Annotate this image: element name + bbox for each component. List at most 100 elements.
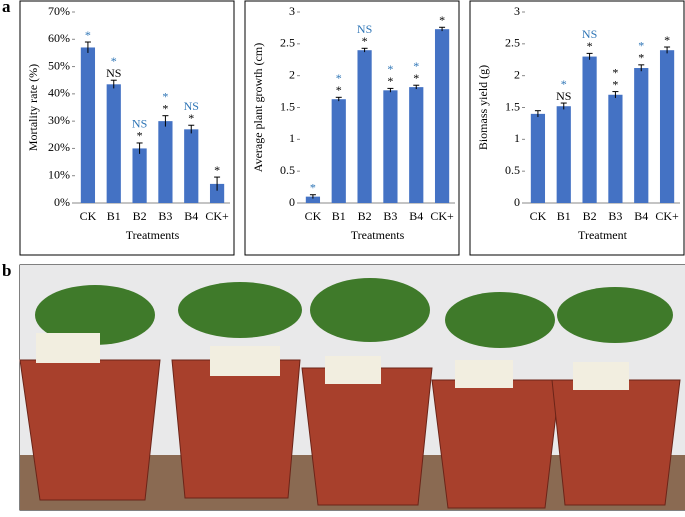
bar	[80, 47, 96, 203]
bar	[634, 68, 649, 203]
y-tick-label: 60%	[48, 31, 70, 45]
y-tick-label: 0	[514, 195, 520, 209]
significance-label: *	[413, 59, 419, 73]
significance-label: NS	[582, 27, 597, 41]
bar	[659, 50, 675, 204]
bar	[184, 129, 199, 203]
significance-label: *	[561, 77, 567, 91]
panel-label: a	[2, 0, 11, 16]
x-tick-label: CK	[305, 209, 322, 223]
significance-label: *	[387, 74, 393, 88]
panel-frame	[469, 0, 685, 256]
y-tick-label: 2	[289, 67, 295, 81]
significance-label: *	[310, 180, 316, 194]
significance-label: *	[137, 129, 143, 143]
y-tick-label: 0%	[54, 195, 70, 209]
bar	[434, 29, 450, 203]
x-tick-label: B2	[583, 209, 597, 223]
x-tick-label: B1	[332, 209, 346, 223]
significance-label: *	[638, 51, 644, 65]
x-tick-label: B4	[634, 209, 648, 223]
significance-label: NS	[357, 22, 372, 36]
x-tick-label: CK	[530, 209, 547, 223]
y-tick-label: 3	[289, 4, 295, 18]
y-axis-label: Biomass yield (g)	[476, 65, 490, 150]
bar	[357, 50, 372, 204]
significance-label: *	[638, 39, 644, 53]
significance-label: *	[162, 89, 168, 103]
y-tick-label: 30%	[48, 113, 70, 127]
y-tick-label: 0.5	[505, 163, 520, 177]
significance-label: *	[214, 163, 220, 177]
x-axis-label: Treatments	[351, 228, 405, 242]
bar	[530, 113, 546, 203]
significance-label: *	[111, 54, 117, 68]
bar	[331, 99, 346, 203]
plants	[35, 278, 673, 348]
significance-label: *	[162, 101, 168, 115]
y-tick-label: 1	[289, 131, 295, 145]
significance-label: *	[362, 34, 368, 48]
x-tick-label: CK	[80, 209, 97, 223]
significance-label: NS	[106, 66, 121, 80]
y-tick-label: 2.5	[280, 36, 295, 50]
y-tick-label: 3	[514, 4, 520, 18]
significance-label: *	[336, 83, 342, 97]
x-axis-label: Treatments	[126, 228, 180, 242]
bar	[409, 87, 424, 203]
panel-label: b	[2, 261, 11, 280]
significance-label: *	[336, 71, 342, 85]
x-axis-label: Treatment	[578, 228, 628, 242]
y-tick-label: 10%	[48, 167, 70, 181]
y-tick-label: 1	[514, 131, 520, 145]
x-tick-label: B2	[133, 209, 147, 223]
significance-label: *	[612, 65, 618, 79]
significance-label: *	[612, 77, 618, 91]
bar	[305, 196, 321, 203]
bar	[582, 56, 597, 203]
x-tick-label: B1	[107, 209, 121, 223]
y-tick-label: 2.5	[505, 36, 520, 50]
significance-label: NS	[556, 89, 571, 103]
significance-label: *	[387, 62, 393, 76]
y-tick-label: 2	[514, 67, 520, 81]
x-tick-label: B3	[158, 209, 172, 223]
bar	[608, 94, 623, 203]
bar	[383, 90, 398, 203]
significance-label: *	[413, 71, 419, 85]
y-tick-label: 40%	[48, 86, 70, 100]
photo	[19, 264, 685, 511]
x-tick-label: CK+	[655, 209, 679, 223]
tags	[36, 333, 629, 390]
y-tick-label: 1.5	[280, 99, 295, 113]
y-axis-label: Mortality rate (%)	[26, 64, 40, 151]
y-axis-label: Average plant growth (cm)	[251, 43, 265, 172]
significance-label: *	[664, 33, 670, 47]
significance-label: *	[188, 111, 194, 125]
bar	[132, 148, 147, 203]
x-tick-label: B1	[557, 209, 571, 223]
y-tick-label: 20%	[48, 140, 70, 154]
bar	[209, 183, 225, 203]
x-tick-label: B3	[383, 209, 397, 223]
panel-frame	[19, 0, 235, 256]
x-tick-label: B4	[409, 209, 423, 223]
panel-frame	[244, 0, 460, 256]
y-tick-label: 0	[289, 195, 295, 209]
significance-label: *	[439, 13, 445, 27]
bar	[556, 106, 571, 203]
y-tick-label: 70%	[48, 4, 70, 18]
significance-label: NS	[184, 99, 199, 113]
significance-label: *	[85, 28, 91, 42]
x-tick-label: CK+	[205, 209, 229, 223]
x-tick-label: B2	[358, 209, 372, 223]
x-tick-label: B3	[608, 209, 622, 223]
significance-label: NS	[132, 117, 147, 131]
y-tick-label: 50%	[48, 58, 70, 72]
y-tick-label: 1.5	[505, 99, 520, 113]
x-tick-label: B4	[184, 209, 198, 223]
y-tick-label: 0.5	[280, 163, 295, 177]
bar	[158, 121, 173, 203]
significance-label: *	[587, 39, 593, 53]
